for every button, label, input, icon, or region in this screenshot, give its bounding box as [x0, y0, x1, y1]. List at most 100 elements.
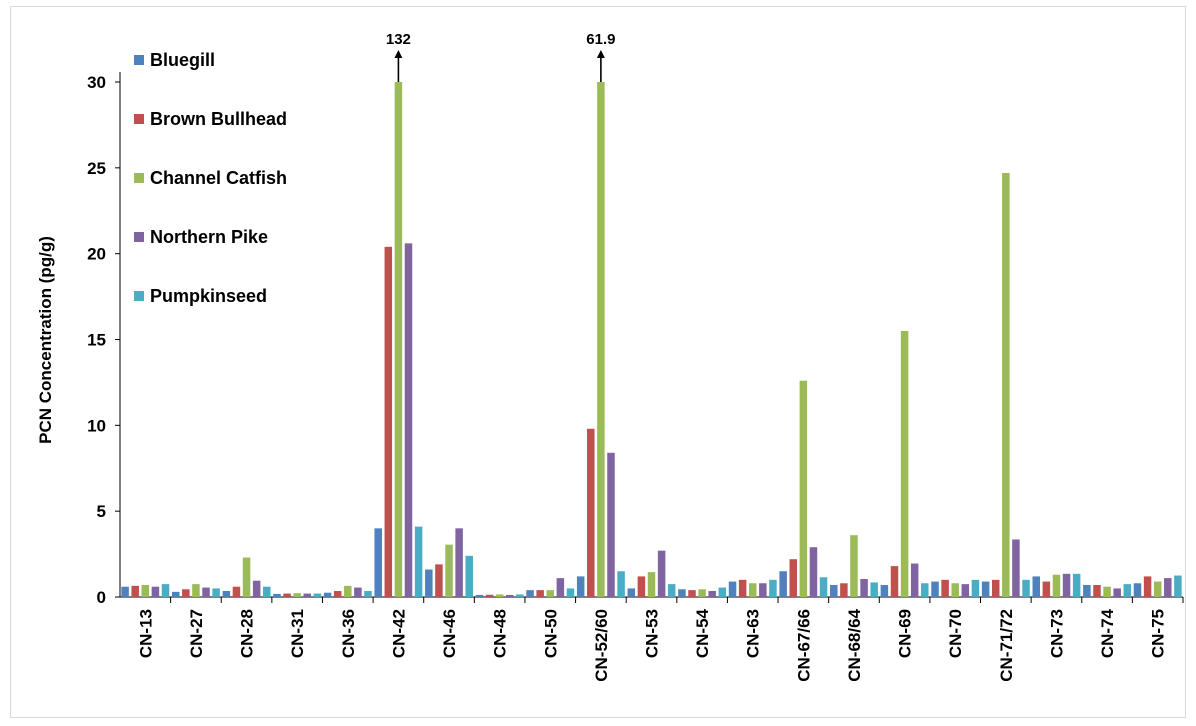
bar-bluegill	[728, 581, 737, 597]
bar-channel-catfish	[647, 572, 656, 597]
bar-channel-catfish	[698, 589, 706, 597]
bar-pumpkinseed	[364, 590, 372, 597]
x-tick-label: CN-46	[440, 609, 459, 658]
bar-northern-pike	[860, 578, 868, 597]
legend-swatch	[134, 114, 144, 124]
bar-pumpkinseed	[718, 587, 727, 597]
bar-northern-pike	[151, 586, 160, 597]
x-tick-label: CN-68/64	[845, 608, 864, 681]
bar-bluegill	[374, 528, 382, 597]
bar-pumpkinseed	[819, 577, 828, 597]
y-tick-label: 25	[87, 159, 106, 178]
bar-brown-bullhead	[333, 590, 342, 597]
bar-brown-bullhead	[485, 594, 494, 597]
bar-northern-pike	[303, 593, 312, 597]
bar-northern-pike	[809, 547, 818, 597]
bar-bluegill	[121, 586, 129, 597]
bar-northern-pike	[354, 587, 362, 597]
x-tick-label: CN-31	[288, 609, 307, 658]
bar-channel-catfish	[293, 593, 301, 597]
bar-northern-pike	[455, 528, 463, 597]
legend-swatch	[134, 232, 144, 242]
bar-pumpkinseed	[313, 593, 322, 597]
bar-channel-catfish	[799, 380, 808, 597]
x-tick-label: CN-27	[187, 609, 206, 658]
x-tick-label: CN-63	[744, 609, 763, 658]
bar-northern-pike	[759, 583, 767, 597]
x-tick-label: CN-73	[1047, 609, 1066, 658]
legend-swatch	[134, 55, 144, 65]
legend-label: Pumpkinseed	[150, 286, 267, 306]
bar-channel-catfish	[242, 557, 251, 597]
bar-pumpkinseed	[1174, 575, 1182, 597]
bar-bluegill	[1133, 583, 1142, 597]
bar-channel-catfish	[394, 82, 403, 597]
bar-pumpkinseed	[921, 583, 929, 597]
y-tick-label: 0	[97, 588, 106, 607]
bar-brown-bullhead	[232, 586, 241, 597]
bar-channel-catfish	[192, 584, 200, 597]
bar-pumpkinseed	[516, 594, 524, 597]
bar-channel-catfish	[344, 585, 352, 597]
bar-bluegill	[830, 584, 838, 597]
bar-brown-bullhead	[738, 579, 747, 597]
bars	[121, 82, 1182, 598]
bar-brown-bullhead	[283, 593, 291, 597]
bar-channel-catfish	[597, 82, 605, 597]
y-tick-label: 10	[87, 416, 106, 435]
bar-channel-catfish	[1002, 172, 1010, 597]
legend-swatch	[134, 291, 144, 301]
legend: Bluegill Brown Bullhead Channel Catfish Nor…	[134, 50, 287, 306]
bar-pumpkinseed	[617, 571, 625, 597]
bar-channel-catfish	[1052, 574, 1061, 597]
annotation-arrow-head	[394, 50, 403, 58]
bar-channel-catfish	[951, 583, 959, 597]
bar-northern-pike	[1012, 539, 1020, 597]
bar-bluegill	[931, 581, 939, 597]
annotations: 132 61.9	[386, 31, 615, 82]
legend-label: Brown Bullhead	[150, 109, 287, 129]
bar-northern-pike	[961, 584, 970, 597]
bar-channel-catfish	[495, 594, 504, 597]
bar-bluegill	[475, 594, 484, 597]
bar-northern-pike	[708, 590, 716, 597]
bar-pumpkinseed	[161, 584, 170, 597]
bar-bluegill	[880, 584, 889, 597]
bar-brown-bullhead	[384, 246, 393, 598]
legend-label: Bluegill	[150, 50, 215, 70]
y-tick-label: 20	[87, 245, 106, 264]
bar-brown-bullhead	[789, 559, 798, 597]
bar-bluegill	[576, 576, 585, 597]
bar-pumpkinseed	[212, 588, 220, 597]
bar-channel-catfish	[445, 544, 453, 597]
bar-northern-pike	[607, 452, 615, 597]
bar-channel-catfish	[546, 590, 555, 597]
bar-bluegill	[273, 593, 281, 597]
bar-brown-bullhead	[637, 576, 646, 597]
bar-pumpkinseed	[870, 582, 878, 597]
bar-brown-bullhead	[840, 583, 848, 597]
bar-pumpkinseed	[1123, 584, 1132, 597]
bar-bluegill	[1083, 584, 1091, 597]
y-axis-title: PCN Concentration (pg/g)	[36, 236, 55, 444]
x-tick-label: CN-53	[643, 609, 662, 658]
x-tick-label: CN-75	[1149, 609, 1168, 658]
x-tick-label: CN-52/60	[592, 609, 611, 682]
bar-channel-catfish	[900, 330, 909, 597]
annotation-arrow-head	[596, 50, 605, 58]
bar-channel-catfish	[1153, 581, 1162, 597]
bar-northern-pike	[202, 587, 210, 597]
bar-northern-pike	[252, 580, 261, 597]
bar-channel-catfish	[850, 535, 858, 597]
x-tick-label: CN-50	[541, 609, 560, 658]
x-tick-label: CN-36	[339, 609, 358, 658]
bar-northern-pike	[556, 578, 565, 597]
bar-pumpkinseed	[566, 588, 575, 597]
bar-brown-bullhead	[688, 590, 696, 597]
bar-pumpkinseed	[971, 579, 980, 597]
x-tick-label: CN-13	[136, 609, 155, 658]
bar-bluegill	[526, 590, 534, 597]
bar-bluegill	[323, 592, 332, 597]
legend-swatch	[134, 173, 144, 183]
